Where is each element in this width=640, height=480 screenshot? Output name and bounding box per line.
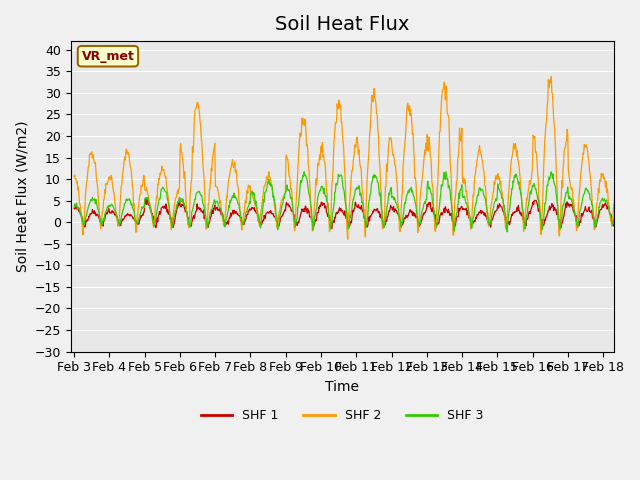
SHF 1	[144, 195, 152, 201]
SHF 2	[616, 151, 624, 157]
SHF 1	[97, 221, 105, 227]
Legend: SHF 1, SHF 2, SHF 3: SHF 1, SHF 2, SHF 3	[196, 404, 488, 427]
SHF 2	[97, 219, 105, 225]
SHF 2	[70, 174, 78, 180]
Title: Soil Heat Flux: Soil Heat Flux	[275, 15, 410, 34]
SHF 3	[97, 221, 105, 227]
SHF 3	[403, 192, 411, 198]
Y-axis label: Soil Heat Flux (W/m2): Soil Heat Flux (W/m2)	[15, 120, 29, 272]
SHF 2	[344, 236, 351, 242]
SHF 1	[70, 205, 78, 211]
Text: VR_met: VR_met	[81, 50, 134, 63]
SHF 2	[607, 219, 615, 225]
SHF 3	[300, 169, 308, 175]
SHF 1	[403, 215, 411, 220]
SHF 1	[616, 205, 624, 211]
SHF 3	[175, 199, 183, 205]
SHF 1	[305, 208, 313, 214]
SHF 1	[634, 203, 640, 208]
SHF 2	[403, 103, 411, 108]
SHF 1	[607, 212, 615, 218]
SHF 1	[175, 195, 183, 201]
SHF 2	[305, 163, 312, 168]
SHF 3	[634, 198, 640, 204]
SHF 3	[503, 229, 511, 235]
SHF 1	[451, 226, 458, 232]
Line: SHF 3: SHF 3	[74, 172, 638, 232]
SHF 3	[607, 216, 615, 222]
X-axis label: Time: Time	[325, 380, 359, 394]
Line: SHF 1: SHF 1	[74, 198, 638, 229]
SHF 3	[70, 204, 78, 210]
SHF 2	[175, 186, 183, 192]
SHF 2	[634, 177, 640, 182]
SHF 3	[616, 192, 624, 197]
SHF 2	[547, 74, 555, 80]
SHF 3	[305, 191, 313, 197]
Line: SHF 2: SHF 2	[74, 77, 638, 239]
